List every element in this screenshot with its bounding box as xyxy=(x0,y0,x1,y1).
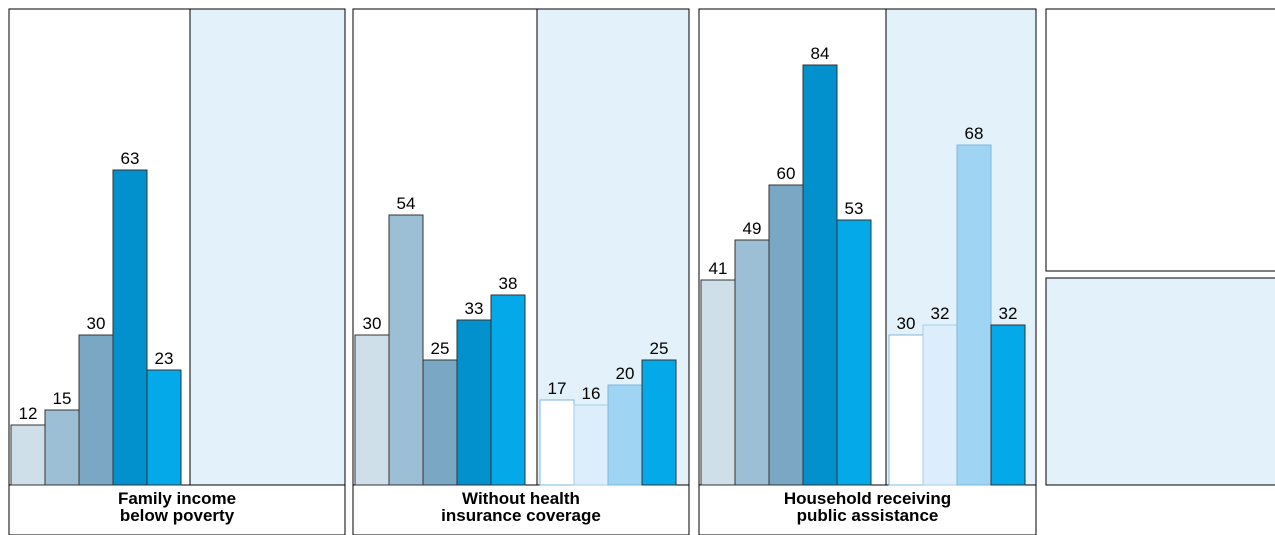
panel-label-2-line-2: insurance coverage xyxy=(441,506,601,525)
bar-p2-g1-5 xyxy=(490,294,526,486)
bar-p3-g1-3 xyxy=(768,184,804,486)
bar-p2-g1-4 xyxy=(456,319,492,486)
panel-label-1-line-2: below poverty xyxy=(119,506,235,525)
bar-label-p1-g1-1: 12 xyxy=(19,404,38,423)
bar-label-p2-g1-3: 25 xyxy=(431,339,450,358)
bar-label-p3-g2-1: 30 xyxy=(897,314,916,333)
bar-p1-g1-4 xyxy=(112,169,148,486)
bar-label-p3-g2-2: 32 xyxy=(931,304,950,323)
bar-p1-g1-3 xyxy=(78,334,114,486)
bar-label-p3-g1-3: 60 xyxy=(777,164,796,183)
panel-1-shaded-region xyxy=(190,9,345,485)
panel-4-top-box xyxy=(1045,8,1275,272)
bar-label-p3-g2-4: 32 xyxy=(999,304,1018,323)
bar-p3-g2-1 xyxy=(888,334,924,486)
bar-label-p2-g1-5: 38 xyxy=(499,274,518,293)
bar-label-p3-g1-1: 41 xyxy=(709,259,728,278)
bar-p3-g2-4 xyxy=(990,324,1026,486)
bar-p2-g1-3 xyxy=(422,359,458,486)
panel-label-1: Family income below poverty xyxy=(9,490,345,524)
panel-1-frame xyxy=(8,8,346,535)
bar-p3-g2-3 xyxy=(956,144,992,486)
bar-label-p3-g1-2: 49 xyxy=(743,219,762,238)
panel-label-3-line-1: Household receiving xyxy=(783,489,952,508)
bar-p3-g1-1 xyxy=(700,279,736,486)
panel-label-3-line-2: public assistance xyxy=(796,506,939,525)
bar-p2-g2-1 xyxy=(539,399,575,486)
panel-2-frame xyxy=(352,8,690,535)
bar-label-p3-g1-4: 84 xyxy=(811,44,830,63)
bar-p3-g2-2 xyxy=(922,324,958,486)
bar-p2-g2-2 xyxy=(573,404,609,486)
bar-p2-g1-1 xyxy=(354,334,390,486)
bar-p3-g1-2 xyxy=(734,239,770,486)
panel-label-1-line-1: Family income xyxy=(117,489,237,508)
bar-label-p3-g2-3: 68 xyxy=(965,124,984,143)
bar-label-p2-g1-1: 30 xyxy=(363,314,382,333)
bar-label-p2-g2-2: 16 xyxy=(582,384,601,403)
panel-label-2-line-1: Without health xyxy=(462,489,580,508)
bar-label-p1-g1-5: 23 xyxy=(155,349,174,368)
bar-label-p2-g1-2: 54 xyxy=(397,194,416,213)
panel-label-2: Without health insurance coverage xyxy=(353,490,689,524)
panel-4-shaded-box xyxy=(1045,277,1275,486)
bar-p3-g1-4 xyxy=(802,64,838,486)
bar-label-p1-g1-2: 15 xyxy=(53,389,72,408)
bar-label-p2-g2-4: 25 xyxy=(650,339,669,358)
bar-label-p2-g2-1: 17 xyxy=(548,379,567,398)
bar-p1-g1-5 xyxy=(146,369,182,486)
bar-p2-g1-2 xyxy=(388,214,424,486)
panel-label-3: Household receiving public assistance xyxy=(699,490,1036,524)
bar-label-p2-g2-3: 20 xyxy=(616,364,635,383)
bar-p2-g2-4 xyxy=(641,359,677,486)
bar-p2-g2-3 xyxy=(607,384,643,486)
bar-p1-g1-1 xyxy=(10,424,46,486)
panel-3-frame xyxy=(698,8,1037,535)
bar-label-p1-g1-4: 63 xyxy=(121,149,140,168)
bar-label-p2-g1-4: 33 xyxy=(465,299,484,318)
bar-label-p1-g1-3: 30 xyxy=(87,314,106,333)
bar-p1-g1-2 xyxy=(44,409,80,486)
bar-label-p3-g1-5: 53 xyxy=(845,199,864,218)
bar-p3-g1-5 xyxy=(836,219,872,486)
